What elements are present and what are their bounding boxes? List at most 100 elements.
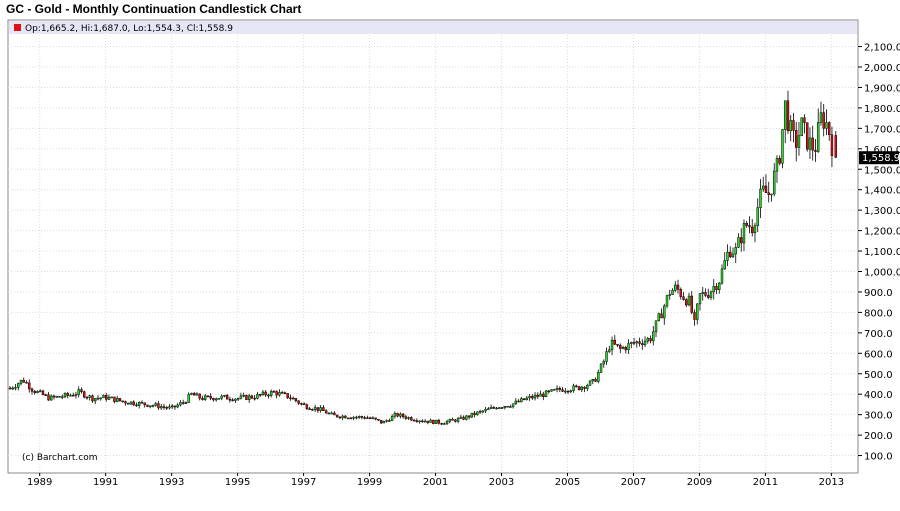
candle bbox=[25, 380, 28, 384]
x-tick-label: 1995 bbox=[225, 477, 250, 488]
last-price-marker: 1,558.9 bbox=[859, 151, 900, 165]
candle bbox=[360, 415, 364, 420]
y-tick-label: 1,900.0 bbox=[864, 83, 900, 94]
candle-body bbox=[129, 401, 133, 405]
ohlc-header-bar bbox=[9, 21, 857, 34]
candle bbox=[586, 383, 589, 392]
candle bbox=[693, 309, 696, 326]
candle bbox=[91, 394, 94, 403]
y-tick-label: 500.0 bbox=[864, 370, 893, 381]
candle-body bbox=[242, 394, 245, 397]
candle bbox=[660, 308, 663, 319]
candle bbox=[280, 390, 284, 394]
candle-body bbox=[140, 402, 144, 404]
candle bbox=[77, 386, 80, 398]
candle-body bbox=[179, 402, 182, 406]
candle-body bbox=[445, 421, 449, 424]
candle bbox=[583, 386, 586, 393]
candle-body bbox=[203, 395, 207, 400]
candle bbox=[745, 220, 748, 228]
candle-body bbox=[462, 416, 465, 420]
x-tick-label: 2013 bbox=[819, 477, 844, 488]
candle bbox=[157, 400, 160, 410]
candle bbox=[764, 174, 768, 194]
candle bbox=[107, 394, 111, 401]
candle bbox=[294, 397, 298, 403]
candle bbox=[781, 129, 784, 169]
candle bbox=[393, 411, 397, 419]
candle-body bbox=[759, 188, 762, 208]
candle bbox=[712, 279, 715, 300]
candle bbox=[50, 394, 53, 401]
candle bbox=[333, 411, 336, 416]
candle-body bbox=[520, 398, 523, 403]
candle-body bbox=[795, 130, 798, 148]
candle-body bbox=[228, 398, 232, 401]
candle bbox=[665, 294, 669, 309]
candle-body bbox=[503, 405, 507, 408]
candle bbox=[575, 384, 578, 388]
candle bbox=[748, 216, 751, 234]
candle-body bbox=[437, 419, 441, 424]
candle-body bbox=[643, 340, 647, 345]
candle-body bbox=[99, 397, 102, 400]
candle bbox=[377, 418, 380, 422]
y-tick-label: 700.0 bbox=[864, 329, 893, 340]
candle-body bbox=[77, 389, 80, 395]
candle bbox=[121, 400, 124, 403]
candle-body bbox=[148, 405, 152, 408]
candle bbox=[786, 90, 790, 134]
candle bbox=[66, 391, 69, 399]
candle bbox=[762, 176, 765, 192]
candle bbox=[44, 393, 47, 397]
candle bbox=[36, 390, 39, 394]
candle bbox=[687, 292, 691, 307]
candle-body bbox=[382, 421, 386, 424]
candle bbox=[220, 394, 223, 401]
candle bbox=[390, 414, 394, 421]
candle bbox=[374, 417, 377, 421]
candle-body bbox=[22, 379, 25, 383]
candle bbox=[509, 404, 512, 408]
candle-body bbox=[170, 405, 174, 408]
candle-body bbox=[478, 410, 482, 413]
candle-body bbox=[363, 417, 366, 419]
candle-body bbox=[176, 404, 179, 408]
candle bbox=[63, 392, 67, 399]
candle-body bbox=[107, 396, 111, 400]
candle-body bbox=[121, 400, 124, 403]
candle-body bbox=[819, 112, 823, 123]
candle bbox=[753, 222, 757, 243]
candle-body bbox=[217, 398, 221, 400]
candle-body bbox=[685, 299, 688, 306]
candle-body bbox=[646, 338, 649, 342]
candle-body bbox=[85, 396, 89, 399]
y-tick-label: 400.0 bbox=[864, 390, 893, 401]
candle bbox=[426, 420, 430, 425]
candle-body bbox=[773, 170, 776, 195]
candle bbox=[388, 418, 391, 422]
candle bbox=[742, 219, 746, 252]
candle bbox=[525, 395, 529, 401]
candle bbox=[674, 281, 677, 293]
candle bbox=[643, 336, 647, 348]
candle bbox=[236, 397, 240, 402]
grid bbox=[8, 35, 858, 472]
candle bbox=[58, 396, 61, 398]
candle bbox=[440, 422, 443, 425]
candle bbox=[203, 393, 207, 401]
candle bbox=[676, 279, 680, 294]
candle-body bbox=[808, 137, 812, 150]
candle-body bbox=[814, 149, 817, 152]
candle-body bbox=[225, 395, 229, 400]
candle bbox=[778, 155, 781, 166]
candle-body bbox=[25, 381, 28, 384]
candle-body bbox=[764, 185, 768, 194]
candle bbox=[129, 401, 133, 406]
candle bbox=[253, 395, 256, 401]
candle bbox=[709, 290, 713, 301]
candle bbox=[795, 122, 798, 162]
candle bbox=[696, 303, 699, 325]
candle-body bbox=[415, 420, 419, 422]
candle-body bbox=[187, 394, 190, 403]
